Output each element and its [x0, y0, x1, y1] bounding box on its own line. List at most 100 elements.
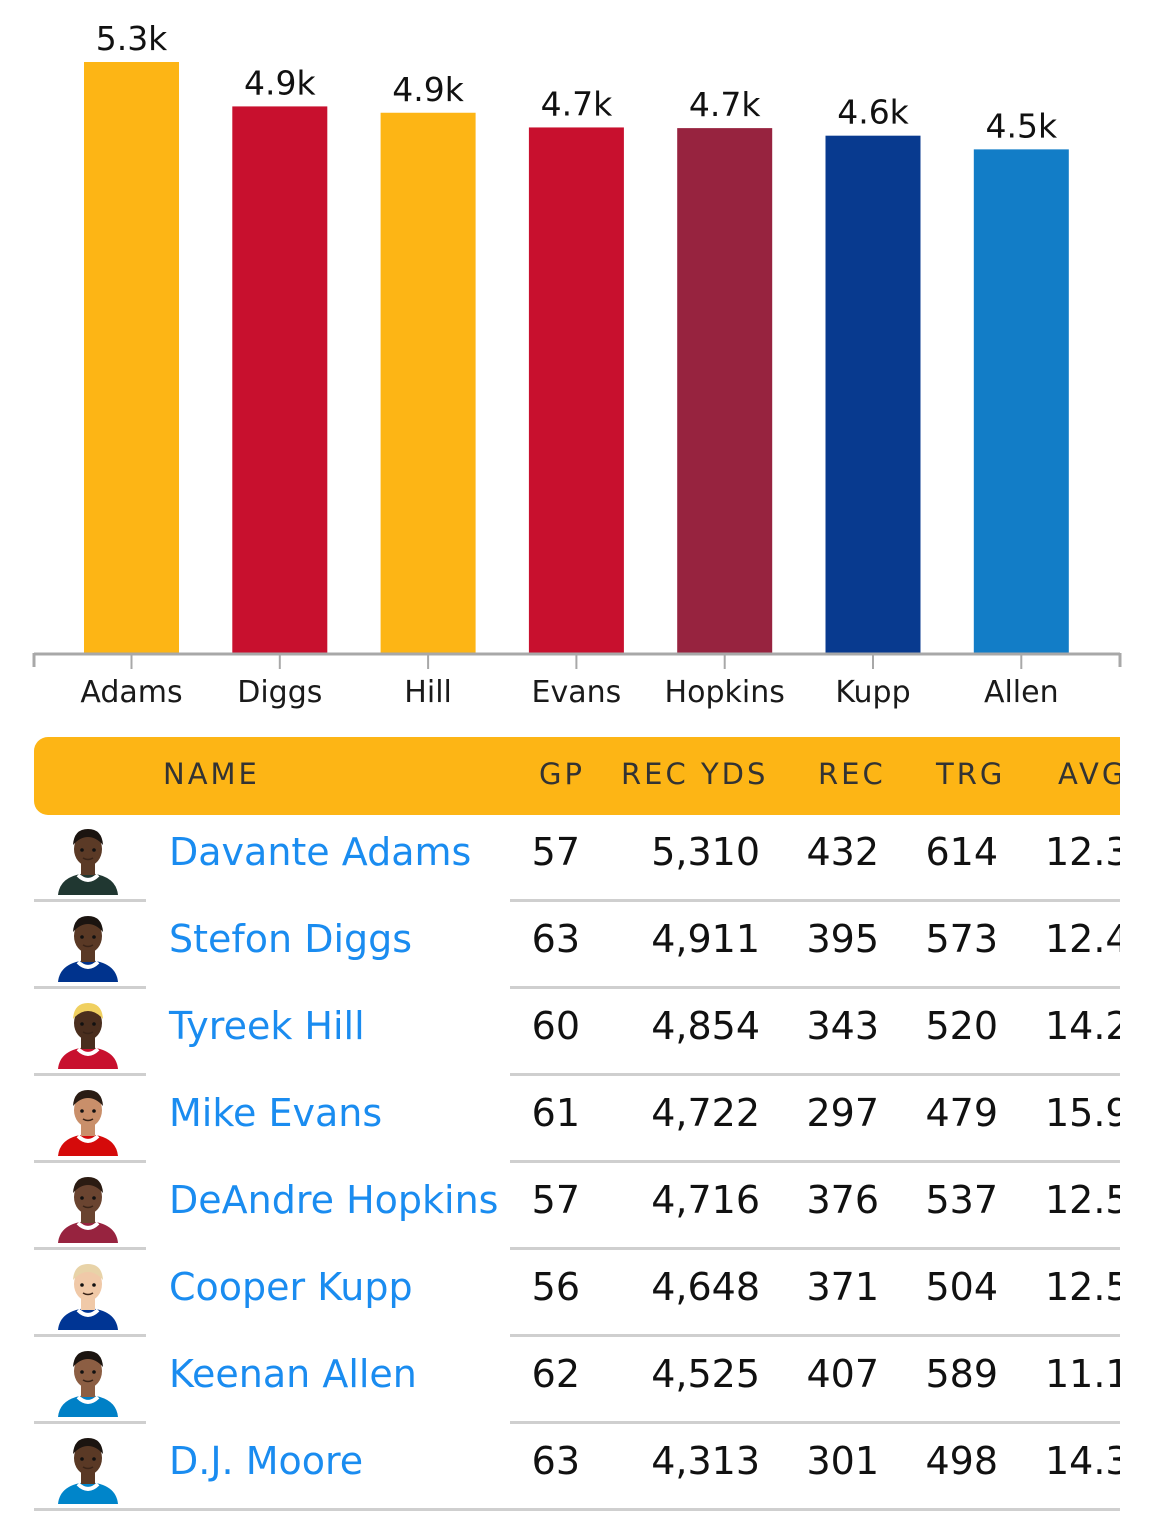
- row-divider: [510, 986, 1120, 989]
- cell-rec: 395: [806, 917, 879, 961]
- row-divider: [34, 1508, 1120, 1511]
- bar-kupp[interactable]: [825, 135, 921, 653]
- player-avatar-icon: [56, 1171, 120, 1243]
- cell-trg: 479: [925, 1091, 998, 1135]
- cell-gp: 62: [531, 1352, 580, 1396]
- x-tick-labels-group: Adams Diggs Hill Evans Hopkins Kupp Allen: [80, 675, 1058, 710]
- player-name-link[interactable]: Davante Adams: [169, 830, 472, 874]
- value-label-allen: 4.5k: [986, 106, 1058, 145]
- player-name-link[interactable]: Keenan Allen: [169, 1352, 417, 1396]
- bar-hopkins[interactable]: [677, 128, 773, 653]
- row-divider: [510, 1421, 1120, 1424]
- cell-trg: 589: [925, 1352, 998, 1396]
- cell-gp: 57: [531, 830, 580, 874]
- player-name-link[interactable]: Mike Evans: [169, 1091, 383, 1135]
- cell-rec-yds: 4,716: [651, 1178, 760, 1222]
- cell-avg: 14.2: [1045, 1004, 1120, 1048]
- cell-gp: 60: [531, 1004, 580, 1048]
- cell-trg: 537: [925, 1178, 998, 1222]
- row-divider: [34, 1160, 146, 1163]
- table-row[interactable]: Keenan Allen 62 4,525 407 589 11.1: [34, 1337, 1120, 1424]
- value-label-diggs: 4.9k: [244, 63, 316, 102]
- row-divider: [510, 899, 1120, 902]
- table-row[interactable]: Cooper Kupp 56 4,648 371 504 12.5: [34, 1250, 1120, 1337]
- row-divider: [34, 1334, 146, 1337]
- value-label-evans: 4.7k: [541, 84, 613, 123]
- cell-rec-yds: 5,310: [651, 830, 760, 874]
- value-label-hill: 4.9k: [392, 70, 464, 109]
- player-avatar-icon: [56, 910, 120, 982]
- table-row[interactable]: Stefon Diggs 63 4,911 395 573 12.4: [34, 902, 1120, 989]
- row-divider: [34, 1421, 146, 1424]
- header-rec[interactable]: REC: [818, 757, 886, 791]
- player-name-link[interactable]: D.J. Moore: [169, 1439, 364, 1483]
- player-name-link[interactable]: DeAndre Hopkins: [169, 1178, 499, 1222]
- cell-gp: 56: [531, 1265, 580, 1309]
- x-tick-label-evans: Evans: [532, 675, 622, 710]
- cell-trg: 520: [925, 1004, 998, 1048]
- cell-rec-yds: 4,722: [651, 1091, 760, 1135]
- header-name[interactable]: NAME: [163, 757, 260, 791]
- table-row[interactable]: Davante Adams 57 5,310 432 614 12.3: [34, 815, 1120, 902]
- player-avatar-icon: [56, 1432, 120, 1504]
- cell-avg: 12.5: [1045, 1178, 1120, 1222]
- cell-avg: 12.3: [1045, 830, 1120, 874]
- cell-gp: 63: [531, 917, 580, 961]
- player-name-link[interactable]: Stefon Diggs: [169, 917, 413, 961]
- player-avatar-icon: [56, 997, 120, 1069]
- bar-hill[interactable]: [380, 112, 476, 653]
- cell-rec-yds: 4,854: [651, 1004, 760, 1048]
- row-divider: [510, 1247, 1120, 1250]
- row-divider: [510, 1334, 1120, 1337]
- table-header: NAME GP REC YDS REC TRG AVG: [34, 737, 1120, 815]
- x-tick-label-diggs: Diggs: [237, 675, 322, 710]
- x-tick-label-allen: Allen: [984, 675, 1059, 710]
- value-label-adams: 5.3k: [96, 19, 168, 58]
- value-label-hopkins: 4.7k: [689, 85, 761, 124]
- value-label-kupp: 4.6k: [837, 93, 909, 132]
- bar-allen[interactable]: [973, 149, 1069, 653]
- player-name-link[interactable]: Cooper Kupp: [169, 1265, 413, 1309]
- header-rec-yds[interactable]: REC YDS: [621, 757, 769, 791]
- row-divider: [34, 1073, 146, 1076]
- header-avg[interactable]: AVG: [1058, 757, 1120, 791]
- cell-rec-yds: 4,648: [651, 1265, 760, 1309]
- header-trg[interactable]: TRG: [936, 757, 1006, 791]
- table-row[interactable]: DeAndre Hopkins 57 4,716 376 537 12.5: [34, 1163, 1120, 1250]
- row-divider: [510, 1160, 1120, 1163]
- table-row[interactable]: Tyreek Hill 60 4,854 343 520 14.2: [34, 989, 1120, 1076]
- bar-diggs[interactable]: [232, 106, 328, 654]
- cell-rec: 343: [806, 1004, 879, 1048]
- cell-rec-yds: 4,313: [651, 1439, 760, 1483]
- cell-rec: 301: [806, 1439, 879, 1483]
- cell-avg: 15.9: [1045, 1091, 1120, 1135]
- cell-gp: 63: [531, 1439, 580, 1483]
- cell-gp: 57: [531, 1178, 580, 1222]
- bar-chart: 5.3k 4.9k 4.9k 4.7k 4.7k 4.6k 4.5k Adams Diggs H…: [32, 19, 1122, 710]
- cell-trg: 498: [925, 1439, 998, 1483]
- row-divider: [34, 1247, 146, 1250]
- table-row[interactable]: Mike Evans 61 4,722 297 479 15.9: [34, 1076, 1120, 1163]
- cell-trg: 614: [925, 830, 998, 874]
- table-row[interactable]: D.J. Moore 63 4,313 301 498 14.3: [34, 1424, 1120, 1511]
- bar-evans[interactable]: [528, 127, 624, 653]
- bars-group: [84, 62, 1069, 654]
- cell-avg: 12.4: [1045, 917, 1120, 961]
- bar-adams[interactable]: [84, 62, 179, 653]
- header-gp[interactable]: GP: [539, 757, 585, 791]
- cell-avg: 14.3: [1045, 1439, 1120, 1483]
- player-name-link[interactable]: Tyreek Hill: [169, 1004, 365, 1048]
- cell-rec-yds: 4,525: [651, 1352, 760, 1396]
- cell-trg: 573: [925, 917, 998, 961]
- value-labels-group: 5.3k 4.9k 4.9k 4.7k 4.7k 4.6k 4.5k: [96, 19, 1058, 145]
- cell-rec: 297: [806, 1091, 879, 1135]
- player-avatar-icon: [56, 1258, 120, 1330]
- cell-rec: 376: [806, 1178, 879, 1222]
- x-axis: [32, 652, 1122, 669]
- cell-rec-yds: 4,911: [651, 917, 760, 961]
- player-avatar-icon: [56, 1345, 120, 1417]
- x-tick-label-hopkins: Hopkins: [665, 675, 785, 710]
- cell-gp: 61: [531, 1091, 580, 1135]
- stats-table: NAME GP REC YDS REC TRG AVG Davante Adam…: [34, 737, 1120, 1511]
- player-avatar-icon: [56, 823, 120, 895]
